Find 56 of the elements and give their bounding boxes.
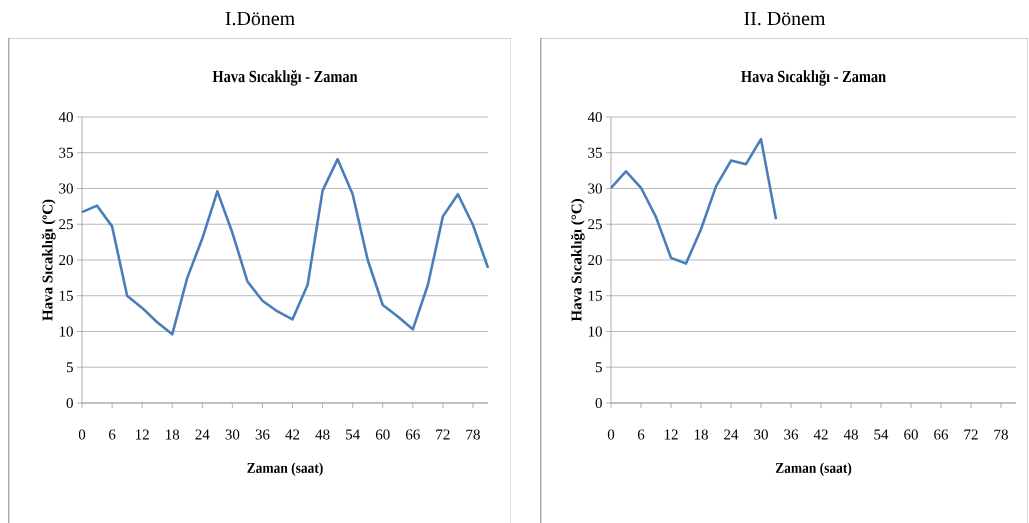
y-axis-title: Hava Sıcaklığı (°C): [570, 199, 585, 322]
x-tick-label: 36: [255, 429, 270, 440]
x-tick-label: 0: [78, 429, 86, 440]
x-tick-label: 24: [724, 429, 739, 440]
chart-title: II. Dönem: [744, 11, 826, 26]
line-series: [80, 157, 490, 336]
x-tick-label: 78: [466, 429, 480, 440]
x-tick-label: 12: [664, 429, 678, 440]
y-tick-label: 30: [59, 183, 73, 194]
x-tick-label: 30: [225, 429, 240, 440]
y-tick-label: 10: [588, 326, 602, 337]
x-tick-label: 18: [694, 429, 708, 440]
x-tick-label: 48: [315, 429, 330, 440]
x-tick-label: 48: [843, 429, 858, 440]
x-tick-label: 78: [994, 429, 1008, 440]
x-tick-label: 42: [285, 429, 300, 440]
y-tick-label: 5: [66, 362, 73, 373]
y-tick-label: 10: [59, 326, 73, 337]
y-tick-label: 0: [66, 397, 73, 409]
x-tick-label: 54: [346, 429, 360, 440]
x-axis-title: Zaman (saat): [775, 462, 852, 476]
y-tick-label: 5: [595, 362, 602, 373]
x-tick-label: 12: [136, 429, 149, 440]
line-series: [609, 137, 778, 265]
y-axis-title: Hava Sıcaklığı (ºC): [41, 199, 56, 321]
x-tick-label: 72: [436, 429, 450, 440]
x-tick-label: 6: [108, 429, 116, 440]
y-tick-label: 25: [588, 219, 602, 230]
y-tick-label: 15: [588, 290, 602, 301]
x-tick-label: 66: [934, 429, 949, 440]
x-tick-label: 36: [784, 429, 799, 440]
x-tick-label: 72: [964, 429, 978, 440]
x-tick-label: 42: [813, 429, 828, 440]
x-tick-label: 54: [874, 429, 889, 440]
y-tick-label: 35: [588, 147, 602, 158]
chart-subtitle: Hava Sıcaklığı - Zaman: [741, 70, 886, 86]
chart-subtitle: Hava Sıcaklığı - Zaman: [212, 70, 358, 86]
x-tick-label: 0: [607, 429, 615, 440]
x-tick-label: 6: [637, 429, 645, 440]
x-tick-label: 66: [405, 429, 420, 440]
y-tick-label: 35: [59, 147, 73, 158]
x-tick-label: 30: [754, 429, 768, 440]
x-tick-label: 24: [195, 429, 210, 440]
y-tick-label: 40: [587, 111, 602, 123]
chart-title: I.Dönem: [225, 11, 295, 26]
x-tick-label: 60: [375, 429, 390, 440]
y-tick-label: 20: [59, 254, 73, 266]
y-tick-label: 0: [595, 397, 602, 409]
x-tick-label: 60: [904, 429, 918, 440]
y-tick-label: 25: [59, 219, 73, 230]
y-tick-label: 15: [59, 290, 73, 301]
y-tick-label: 30: [588, 183, 602, 194]
x-axis-title: Zaman (saat): [247, 462, 323, 476]
y-tick-label: 20: [588, 254, 602, 266]
y-tick-label: 40: [58, 111, 73, 123]
x-tick-label: 18: [166, 429, 180, 440]
